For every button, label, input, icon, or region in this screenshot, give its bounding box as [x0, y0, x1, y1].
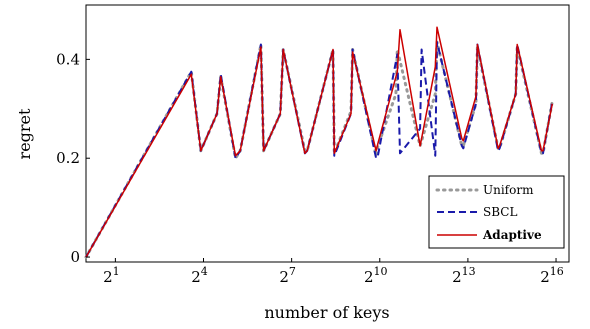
- ticks-layer: 21 24 27 210 213 216 0 0.2 0.4: [56, 50, 564, 286]
- y-tick-label: 0.2: [56, 149, 80, 167]
- y-tick-label: 0.4: [56, 50, 80, 68]
- legend-label-adaptive: Adaptive: [482, 228, 542, 242]
- y-tick-label: 0: [70, 248, 80, 266]
- x-tick-label: 216: [540, 265, 564, 286]
- legend-label-uniform: Uniform: [483, 183, 534, 197]
- x-tick-label: 210: [364, 265, 388, 286]
- legend-label-sbcl: SBCL: [483, 205, 517, 219]
- legend: Uniform SBCL Adaptive: [428, 175, 565, 249]
- series-line-adaptive: [85, 26, 554, 258]
- x-tick-label: 21: [103, 265, 120, 286]
- plot-frame: [85, 4, 570, 263]
- series-layer: [84, 26, 554, 259]
- x-tick-label: 213: [452, 265, 476, 286]
- x-axis-label: number of keys: [264, 303, 389, 322]
- x-tick-label: 24: [191, 265, 208, 286]
- x-tick-label: 27: [279, 265, 296, 286]
- y-axis-label: regret: [15, 108, 34, 159]
